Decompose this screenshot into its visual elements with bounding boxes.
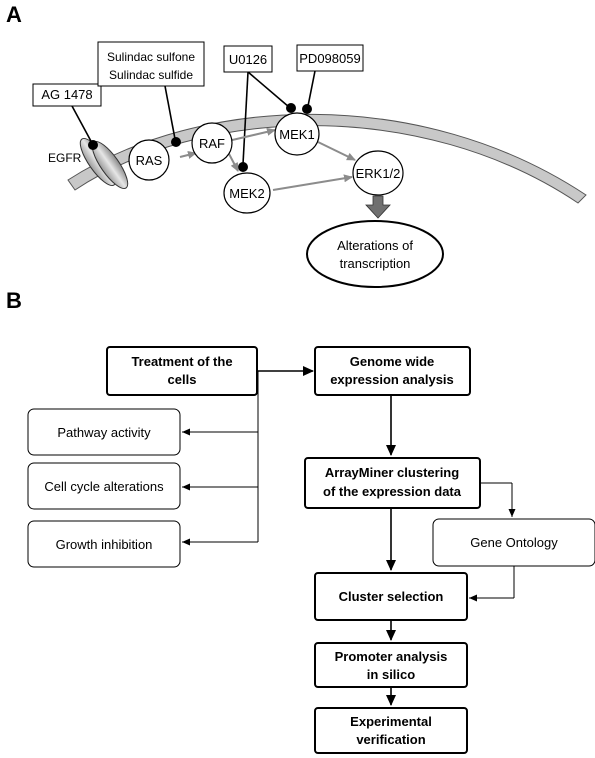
ag1478-box (32, 83, 102, 107)
pathway-activity-box (27, 408, 181, 456)
u0126-to-mek2-line (242, 71, 249, 165)
arrayminer-line1: ArrayMiner clustering (325, 465, 459, 480)
u0126-label: U0126 (229, 52, 267, 67)
sulindac-line2: Sulindac sulfide (109, 68, 193, 82)
sulindac-line1: Sulindac sulfone (107, 50, 195, 64)
gene-ontology-label: Gene Ontology (470, 535, 558, 550)
mek1-label: MEK1 (279, 127, 314, 142)
u0126-mek2-dot (238, 162, 248, 172)
arrow-mek2-to-erk (272, 174, 353, 191)
mek2-label: MEK2 (229, 186, 264, 201)
arrow-raf-to-mek2 (227, 151, 239, 172)
pd098059-box (296, 44, 364, 72)
cell-cycle-box (27, 462, 181, 510)
arrow-raf-to-mek1 (227, 127, 276, 142)
sulindac-box (97, 41, 205, 87)
pd098059-inhibition-line (307, 70, 316, 107)
arrow-ras-to-raf (179, 151, 197, 159)
erk-node (352, 150, 404, 196)
egfr-receptor (79, 137, 129, 190)
sulindac-inhibition-dot (171, 137, 181, 147)
cell-cycle-label: Cell cycle alterations (44, 479, 164, 494)
cluster-selection-box (314, 572, 468, 621)
experimental-line1: Experimental (350, 714, 432, 729)
pathway-activity-label: Pathway activity (57, 425, 151, 440)
gene-ontology-box (432, 518, 595, 567)
ag1478-inhibition-dot (88, 140, 98, 150)
u0126-mek1-dot (286, 103, 296, 113)
genome-line1: Genome wide (350, 354, 435, 369)
erk-down-arrow (365, 195, 391, 219)
panel-a-label: A (6, 2, 22, 27)
raf-label: RAF (199, 136, 225, 151)
pd098059-inhibition-dot (302, 104, 312, 114)
promoter-box (314, 642, 468, 688)
u0126-to-mek1-line (247, 71, 290, 108)
treatment-line1: Treatment of the (131, 354, 232, 369)
experimental-box (314, 707, 468, 754)
arrow-mek1-to-erk (317, 141, 356, 161)
mek1-node (274, 112, 320, 156)
ras-node (128, 139, 170, 181)
u0126-box (223, 45, 273, 73)
arrayminer-line2: of the expression data (323, 484, 462, 499)
experimental-line2: verification (356, 732, 425, 747)
alterations-line1: Alterations of (337, 238, 413, 253)
arrayminer-box (304, 457, 481, 509)
treatment-line2: cells (168, 372, 197, 387)
alterations-line2: transcription (340, 256, 411, 271)
panel-b-label: B (6, 288, 22, 313)
mek2-node (223, 172, 271, 214)
cluster-selection-label: Cluster selection (339, 589, 444, 604)
promoter-line1: Promoter analysis (335, 649, 448, 664)
egfr-label: EGFR (48, 151, 82, 165)
ag1478-label: AG 1478 (41, 87, 92, 102)
growth-inhibition-box (27, 520, 181, 568)
ag1478-inhibition-line (71, 105, 93, 144)
sulindac-inhibition-line (164, 85, 176, 140)
genome-line2: expression analysis (330, 372, 454, 387)
promoter-line2: in silico (367, 667, 415, 682)
erk-label: ERK1/2 (356, 166, 401, 181)
treatment-box (106, 346, 258, 396)
pd098059-label: PD098059 (299, 51, 360, 66)
alterations-node (306, 220, 444, 288)
ras-label: RAS (136, 153, 163, 168)
raf-node (191, 122, 233, 164)
growth-inhibition-label: Growth inhibition (56, 537, 153, 552)
genome-box (314, 346, 471, 396)
